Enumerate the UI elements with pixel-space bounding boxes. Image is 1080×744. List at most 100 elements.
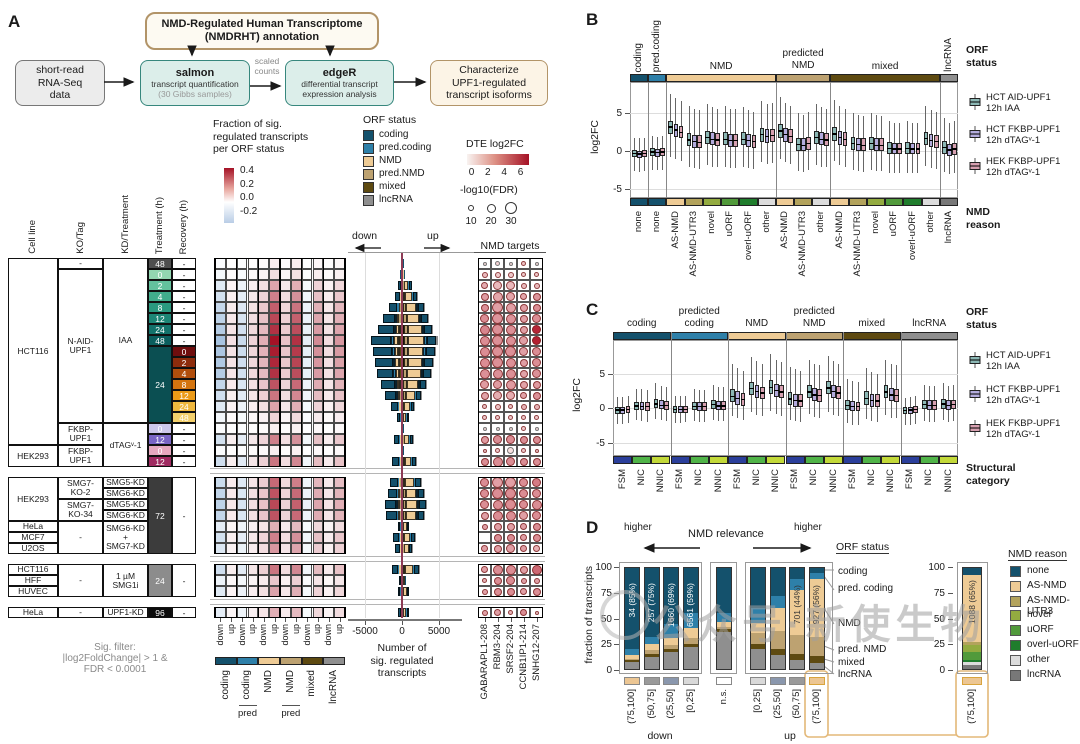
b-ylabel: log2FC bbox=[589, 120, 602, 154]
orf-legend-label: pred.NMD bbox=[379, 168, 425, 179]
b-median bbox=[696, 141, 702, 143]
d-ytick: 100 bbox=[595, 562, 612, 573]
nmd-dot bbox=[506, 292, 515, 301]
bar-seg-up bbox=[418, 314, 421, 323]
bar-seg-down bbox=[396, 380, 400, 389]
table-cell: SMG7- KO-34 bbox=[58, 499, 103, 521]
d-legend-label: overl-uORF bbox=[1027, 639, 1079, 650]
d-ytick: 25 bbox=[600, 639, 612, 651]
bar-gridline bbox=[439, 253, 440, 618]
heatmap-group-line bbox=[322, 258, 325, 467]
c-median bbox=[883, 391, 889, 393]
d-strip bbox=[643, 677, 660, 685]
c-median bbox=[806, 391, 812, 393]
bar-seg-up bbox=[403, 347, 409, 356]
nmd-dot bbox=[506, 391, 515, 400]
b-median bbox=[941, 146, 947, 149]
bar-seg-up bbox=[432, 358, 434, 367]
nmd-dot bbox=[519, 336, 528, 345]
bar-seg-down bbox=[399, 544, 401, 553]
b-reason-strip bbox=[775, 198, 794, 206]
bar-seg-down bbox=[400, 544, 402, 553]
fraction-tick: 0.0 bbox=[240, 192, 254, 203]
d-higher-right: higher bbox=[794, 522, 822, 533]
orf-strip-seg bbox=[236, 657, 259, 665]
pred-label: pred bbox=[237, 708, 257, 719]
c-ylabel: log2FC bbox=[571, 378, 584, 412]
bar-seg-down bbox=[399, 402, 401, 411]
bar-seg-down bbox=[400, 402, 402, 411]
bar-seg-down bbox=[397, 500, 400, 509]
c-orf-strip bbox=[728, 332, 786, 340]
bar-seg-down bbox=[400, 522, 402, 531]
bar-seg-down bbox=[400, 587, 402, 596]
table-cell: SMG6-KD bbox=[103, 510, 148, 521]
treatment-cell: 48 bbox=[148, 335, 172, 346]
table-cell: U2OS bbox=[8, 543, 58, 554]
heat-tick bbox=[317, 618, 319, 622]
bar-seg-down bbox=[390, 478, 398, 487]
b-legend-label: HCT FKBP-UPF1 12h dTAGᵛ-1 bbox=[986, 124, 1061, 146]
bar-seg-up bbox=[415, 478, 421, 487]
bar-seg-down bbox=[398, 457, 400, 466]
b-median bbox=[928, 140, 934, 142]
gene-label: SRSF2-204 bbox=[504, 624, 516, 674]
c-x-label: NIC bbox=[865, 469, 877, 486]
b-orf-strip bbox=[666, 74, 776, 82]
c-median bbox=[759, 392, 765, 394]
b-reason-strip bbox=[921, 198, 940, 206]
bar-seg-down bbox=[399, 511, 402, 520]
flow-rnaseq-box: short-read RNA-Seq data bbox=[15, 60, 105, 106]
heatmap-group-line bbox=[235, 477, 238, 554]
bar-seg-up bbox=[415, 391, 422, 400]
c-section-sep bbox=[728, 332, 729, 464]
d2-ytickmark bbox=[948, 670, 953, 671]
treatment-cell: 48 bbox=[148, 258, 172, 269]
c-ytick: 5 bbox=[599, 368, 605, 380]
bar-seg-up bbox=[405, 478, 415, 487]
gene-tick bbox=[536, 618, 538, 622]
bar-seg-up bbox=[423, 325, 433, 334]
bar-seg-up bbox=[424, 336, 427, 345]
bar-seg-up bbox=[403, 413, 407, 422]
table-cell: - bbox=[58, 607, 103, 618]
b-median bbox=[759, 133, 765, 136]
treatment-cell: 24 bbox=[148, 346, 172, 423]
downup-label: up bbox=[334, 624, 344, 635]
bar-seg-up bbox=[423, 511, 425, 520]
b-x-label: novel bbox=[870, 211, 882, 234]
nmd-dot bbox=[533, 282, 540, 289]
nmd-dot bbox=[494, 403, 501, 410]
bar-seg-up bbox=[407, 587, 410, 596]
fraction-tick: 0.2 bbox=[240, 178, 254, 190]
bar-seg-up bbox=[408, 336, 425, 345]
bar-seg-up bbox=[403, 303, 406, 312]
treatment-cell: 2 bbox=[148, 280, 172, 291]
c-struct-strip bbox=[900, 456, 920, 464]
bar-axis-label: 5000 bbox=[427, 626, 451, 637]
c-x-label: NNIC bbox=[827, 469, 839, 493]
b-median bbox=[887, 147, 892, 150]
bar-seg-down bbox=[370, 336, 392, 345]
d-x-label: (50,75] bbox=[791, 689, 803, 719]
bar-seg-up bbox=[403, 380, 407, 389]
c-median bbox=[812, 394, 817, 396]
b-ytickmark bbox=[625, 151, 630, 153]
c-x-label: NNIC bbox=[885, 469, 897, 493]
bar-seg-down bbox=[398, 358, 401, 367]
dte-ticks: 0 2 4 6 bbox=[468, 167, 528, 178]
bar-seg-up bbox=[417, 511, 424, 520]
bar-seg-down bbox=[394, 347, 399, 356]
b-median bbox=[842, 138, 848, 140]
c-median bbox=[691, 405, 697, 407]
flow-scaled-counts-label: scaled counts bbox=[254, 56, 280, 76]
bar-seg-down bbox=[393, 325, 396, 334]
c-struct-strip bbox=[862, 456, 882, 464]
b-ytickmark bbox=[625, 189, 630, 191]
bar-seg-up bbox=[411, 533, 415, 542]
b-median bbox=[709, 138, 715, 140]
panel-c-label: C bbox=[586, 300, 599, 319]
b-reason-strip bbox=[630, 198, 649, 206]
bar-seg-down bbox=[400, 292, 402, 301]
c-struct-strip bbox=[728, 456, 748, 464]
